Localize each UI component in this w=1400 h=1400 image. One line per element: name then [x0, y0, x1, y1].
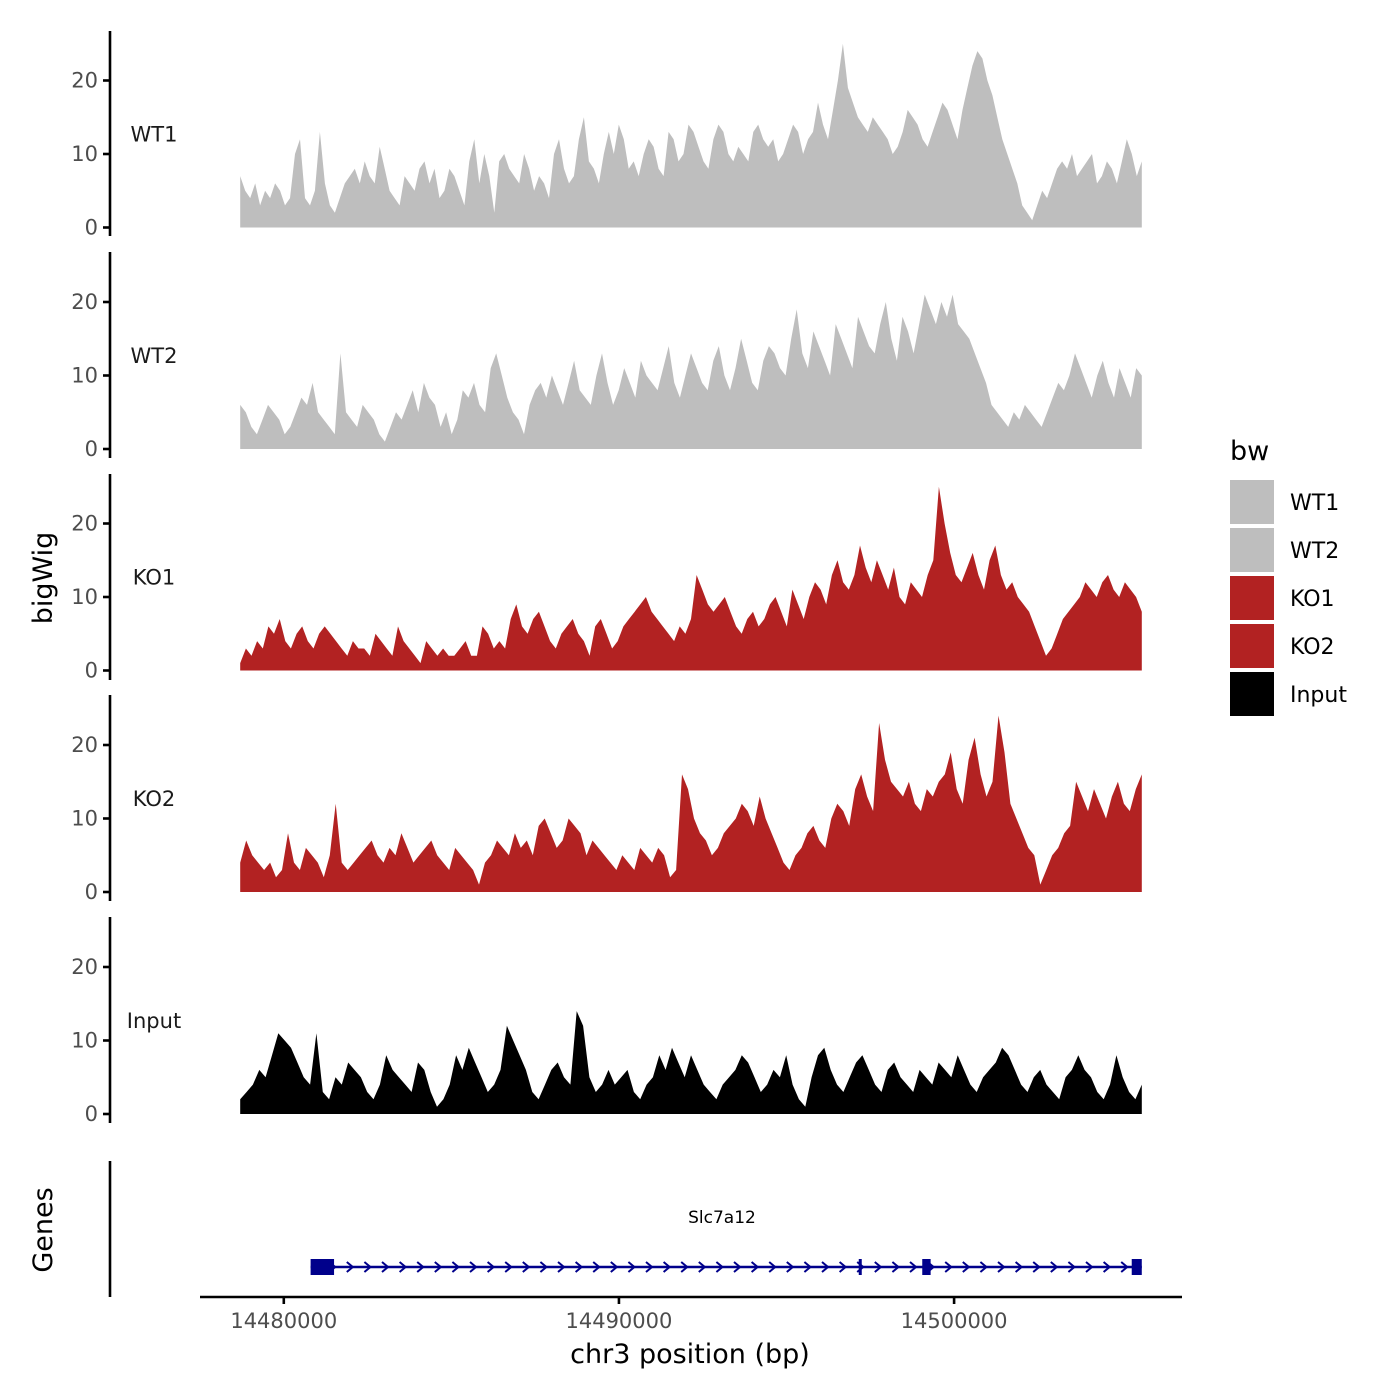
strand-arrow-icon — [645, 1261, 654, 1273]
y-tick-label: 10 — [71, 142, 98, 166]
strand-arrow-icon — [416, 1261, 425, 1273]
strand-arrow-icon — [733, 1261, 742, 1273]
strand-arrow-icon — [539, 1261, 548, 1273]
legend-swatch-wt1 — [1230, 480, 1274, 524]
track-label-wt1: WT1 — [131, 123, 178, 147]
legend-label-wt2: WT2 — [1290, 539, 1339, 564]
strand-arrow-icon — [1085, 1261, 1094, 1273]
strand-arrow-icon — [768, 1261, 777, 1273]
strand-arrow-icon — [698, 1261, 707, 1273]
y-tick-label: 20 — [71, 69, 98, 93]
strand-arrow-icon — [398, 1261, 408, 1273]
strand-arrow-icon — [381, 1261, 390, 1273]
strand-arrow-icon — [1014, 1261, 1024, 1273]
strand-arrow-icon — [1050, 1261, 1059, 1273]
strand-arrow-icon — [891, 1261, 900, 1273]
gene-exon — [1131, 1259, 1142, 1275]
area-series-ko1 — [240, 486, 1142, 671]
strand-arrow-icon — [1120, 1261, 1129, 1273]
strand-arrow-icon — [750, 1261, 760, 1273]
gene-label: Slc7a12 — [688, 1208, 756, 1228]
strand-arrow-icon — [1102, 1261, 1112, 1273]
strand-arrow-icon — [486, 1261, 496, 1273]
legend-swatch-wt2 — [1230, 528, 1274, 572]
y-tick-label: 20 — [71, 512, 98, 536]
x-tick-label: 14490000 — [565, 1309, 672, 1333]
strand-arrow-icon — [786, 1261, 795, 1273]
gene-exon-marker — [858, 1259, 862, 1275]
strand-arrow-icon — [944, 1261, 953, 1273]
strand-arrow-icon — [592, 1261, 601, 1273]
strand-arrow-icon — [662, 1261, 672, 1273]
y-tick-label: 0 — [85, 1102, 98, 1126]
x-tick-label: 14500000 — [901, 1309, 1008, 1333]
strand-arrow-icon — [838, 1261, 848, 1273]
area-series-input — [240, 1011, 1142, 1114]
y-tick-label: 10 — [71, 1029, 98, 1053]
strand-arrow-icon — [803, 1261, 812, 1273]
y-tick-label: 0 — [85, 659, 98, 683]
y-tick-label: 0 — [85, 437, 98, 461]
area-series-ko2 — [240, 715, 1142, 892]
track-label-ko2: KO2 — [133, 787, 176, 811]
x-axis-title: chr3 position (bp) — [570, 1339, 810, 1370]
strand-arrow-icon — [363, 1261, 372, 1273]
strand-arrow-icon — [1032, 1261, 1041, 1273]
y-tick-label: 10 — [71, 585, 98, 609]
gene-exon — [922, 1259, 931, 1275]
legend-label-ko2: KO2 — [1290, 635, 1335, 660]
strand-arrow-icon — [962, 1261, 971, 1273]
strand-arrow-icon — [434, 1261, 443, 1273]
strand-arrow-icon — [504, 1261, 513, 1273]
strand-arrow-icon — [1067, 1261, 1076, 1273]
y-tick-label: 20 — [71, 290, 98, 314]
strand-arrow-icon — [574, 1261, 584, 1273]
area-series-wt1 — [240, 43, 1142, 228]
y-tick-label: 10 — [71, 364, 98, 388]
strand-arrow-icon — [610, 1261, 619, 1273]
area-series-wt2 — [240, 294, 1142, 449]
genes-panel-title: Genes — [28, 1187, 59, 1272]
y-tick-label: 0 — [85, 880, 98, 904]
y-axis-title: bigWig — [28, 532, 59, 625]
strand-arrow-icon — [346, 1261, 355, 1273]
strand-arrow-icon — [627, 1261, 636, 1273]
strand-arrow-icon — [997, 1261, 1006, 1273]
legend-label-input: Input — [1290, 683, 1347, 708]
legend-label-wt1: WT1 — [1290, 491, 1339, 516]
y-tick-label: 20 — [71, 955, 98, 979]
strand-arrow-icon — [979, 1261, 988, 1273]
x-tick-label: 14480000 — [230, 1309, 337, 1333]
strand-arrow-icon — [522, 1261, 531, 1273]
y-tick-label: 0 — [85, 216, 98, 240]
y-tick-label: 10 — [71, 807, 98, 831]
legend-title: bw — [1230, 436, 1269, 467]
strand-arrow-icon — [874, 1261, 883, 1273]
track-label-wt2: WT2 — [131, 344, 178, 368]
legend-swatch-ko1 — [1230, 576, 1274, 620]
strand-arrow-icon — [680, 1261, 689, 1273]
y-tick-label: 20 — [71, 733, 98, 757]
track-label-ko1: KO1 — [133, 566, 176, 590]
strand-arrow-icon — [469, 1261, 478, 1273]
strand-arrow-icon — [821, 1261, 830, 1273]
strand-arrow-icon — [715, 1261, 724, 1273]
strand-arrow-icon — [909, 1261, 918, 1273]
strand-arrow-icon — [451, 1261, 460, 1273]
legend-swatch-input — [1230, 672, 1274, 716]
track-label-input: Input — [127, 1009, 181, 1033]
gene-exon — [310, 1259, 335, 1275]
strand-arrow-icon — [557, 1261, 566, 1273]
legend-label-ko1: KO1 — [1290, 587, 1335, 612]
legend-swatch-ko2 — [1230, 624, 1274, 668]
